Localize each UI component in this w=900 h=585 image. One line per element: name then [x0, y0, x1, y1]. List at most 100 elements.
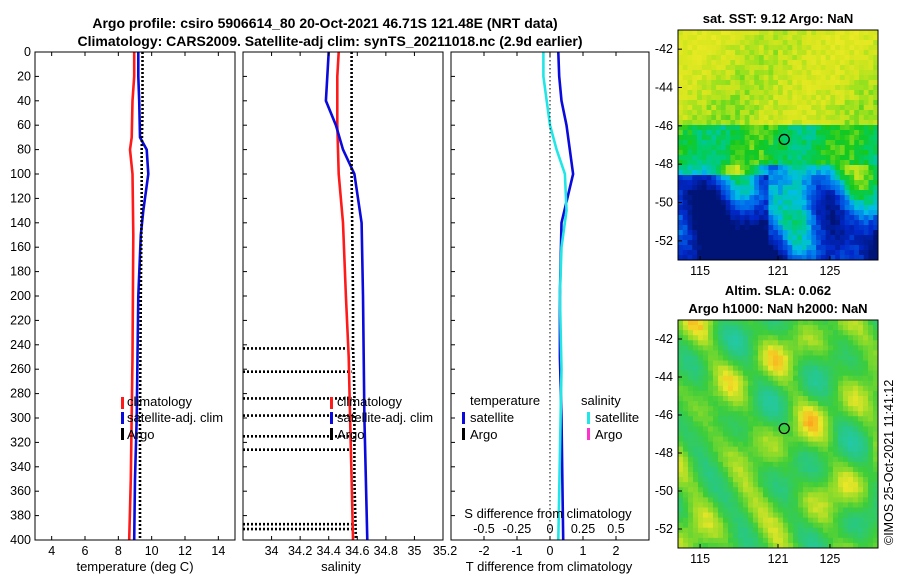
- heatmap-cell: [849, 245, 855, 251]
- heatmap-cell: [773, 522, 779, 529]
- heatmap-cell: [735, 90, 741, 96]
- heatmap-cell: [798, 522, 804, 529]
- heatmap-cell: [788, 477, 794, 483]
- heatmap-cell: [873, 70, 879, 76]
- heatmap-cell: [803, 451, 809, 458]
- heatmap-cell: [793, 421, 799, 427]
- heatmap-cell: [863, 340, 869, 346]
- heatmap-cell: [723, 401, 729, 407]
- heatmap-cell: [820, 150, 827, 156]
- heatmap-cell: [678, 40, 684, 46]
- heatmap-cell: [833, 335, 839, 341]
- heatmap-cell: [754, 75, 760, 81]
- heatmap-cell: [830, 120, 836, 126]
- heatmap-cell: [693, 532, 699, 539]
- heatmap-cell: [868, 522, 874, 529]
- heatmap-cell: [782, 205, 788, 211]
- heatmap-cell: [678, 225, 684, 231]
- heatmap-cell: [811, 105, 817, 111]
- heatmap-cell: [701, 240, 707, 246]
- heatmap-cell: [773, 115, 779, 121]
- heatmap-cell: [693, 406, 699, 412]
- heatmap-cell: [818, 517, 824, 524]
- heatmap-cell: [801, 175, 807, 181]
- heatmap-cell: [758, 160, 765, 166]
- heatmap-cell: [793, 542, 799, 549]
- heatmap-cell: [678, 100, 684, 106]
- heatmap-cell: [849, 65, 855, 71]
- heatmap-cell: [828, 421, 834, 427]
- heatmap-cell: [818, 416, 824, 422]
- heatmap-cell: [787, 180, 793, 186]
- heatmap-cell: [848, 325, 854, 331]
- heatmap-cell: [778, 497, 784, 503]
- heatmap-cell: [801, 65, 807, 71]
- heatmap-cell: [693, 482, 699, 488]
- heatmap-cell: [792, 185, 798, 191]
- heatmap-cell: [698, 406, 704, 412]
- heatmap-cell: [683, 497, 689, 503]
- heatmap-cell: [678, 175, 684, 181]
- heatmap-cell: [763, 370, 769, 377]
- heatmap-cell: [733, 365, 739, 372]
- heatmap-cell: [730, 135, 736, 141]
- legend-swatch-t-satellite: [462, 412, 465, 424]
- heatmap-cell: [753, 466, 759, 473]
- heatmap-cell: [806, 85, 812, 91]
- heatmap-cell: [788, 345, 794, 351]
- heatmap-cell: [853, 502, 859, 508]
- heatmap-cell: [787, 255, 793, 261]
- heatmap-cell: [738, 396, 744, 402]
- heatmap-cell: [806, 180, 812, 186]
- heatmap-cell: [683, 375, 689, 382]
- heatmap-cell: [873, 426, 879, 432]
- heatmap-cell: [853, 411, 859, 417]
- heatmap-cell: [728, 522, 734, 529]
- heatmap-cell: [868, 135, 874, 141]
- heatmap-cell: [854, 245, 860, 251]
- heatmap-cell: [854, 195, 860, 201]
- heatmap-cell: [768, 375, 774, 382]
- heatmap-cell: [682, 130, 688, 136]
- heatmap-cell: [813, 487, 819, 493]
- heatmap-cell: [873, 385, 879, 392]
- heatmap-cell: [788, 466, 794, 473]
- heatmap-cell: [758, 532, 764, 539]
- heatmap-cell: [778, 436, 784, 442]
- heatmap-cell: [830, 130, 836, 136]
- heatmap-cell: [678, 380, 684, 387]
- heatmap-cell: [863, 527, 869, 534]
- heatmap-cell: [788, 421, 794, 427]
- heatmap-cell: [838, 380, 844, 387]
- heatmap-cell: [863, 335, 869, 341]
- x-tick-label: 2: [613, 544, 620, 558]
- heatmap-cell: [803, 380, 809, 387]
- heatmap-cell: [782, 60, 788, 66]
- heatmap-cell: [873, 95, 879, 101]
- heatmap-cell: [716, 130, 722, 136]
- heatmap-cell: [743, 487, 749, 493]
- heatmap-cell: [718, 320, 724, 326]
- heatmap-cell: [816, 205, 822, 211]
- heatmap-cell: [818, 537, 824, 544]
- heatmap-cell: [811, 170, 817, 176]
- heatmap-cell: [758, 426, 764, 432]
- heatmap-cell: [773, 80, 779, 86]
- heatmap-cell: [730, 235, 736, 241]
- heatmap-cell: [716, 40, 722, 46]
- heatmap-cell: [678, 451, 684, 458]
- heatmap-cell: [854, 140, 860, 146]
- heatmap-cell: [763, 100, 769, 106]
- heatmap-cell: [773, 45, 779, 51]
- heatmap-cell: [868, 426, 874, 432]
- heatmap-cell: [787, 175, 793, 181]
- heatmap-cell: [754, 220, 760, 226]
- heatmap-cell: [692, 75, 698, 81]
- heatmap-cell: [703, 512, 709, 518]
- heatmap-cell: [723, 446, 729, 453]
- heatmap-cell: [749, 145, 755, 151]
- heatmap-cell: [839, 45, 846, 51]
- heatmap-cell: [783, 360, 789, 366]
- heatmap-cell: [868, 65, 874, 71]
- heatmap-cell: [706, 40, 712, 46]
